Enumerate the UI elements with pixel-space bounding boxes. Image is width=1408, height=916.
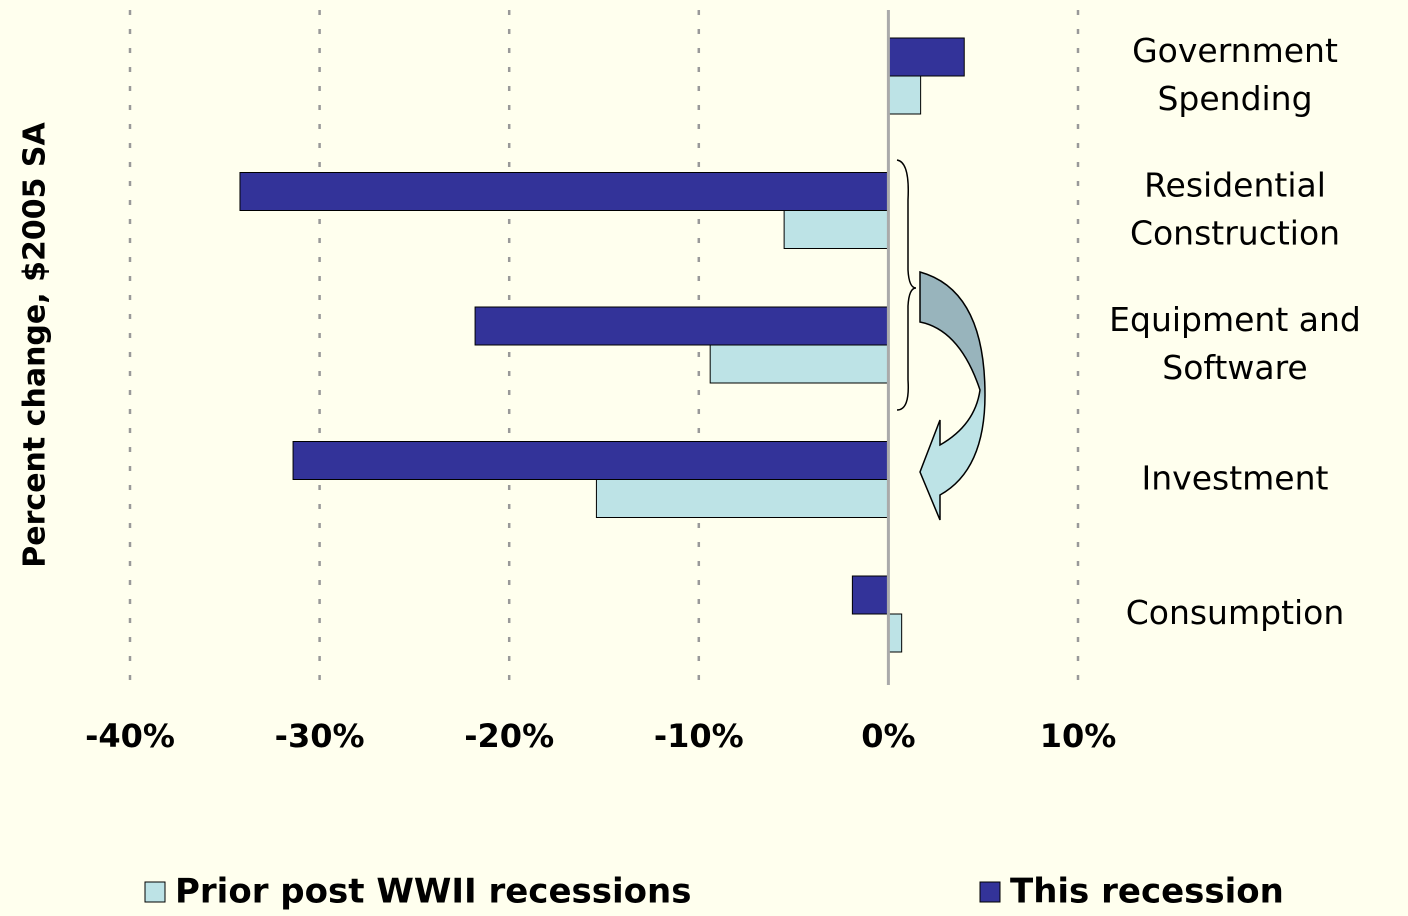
bar [595,479,889,518]
x-tick-label: -30% [275,717,365,755]
brace [896,159,917,411]
y-axis-label: Percent change, $2005 SA [18,122,53,568]
curved-arrow [919,271,986,521]
bar [887,37,965,77]
x-tick-label: -20% [464,717,554,755]
legend-label: This recession [1010,872,1284,912]
legend-swatch [144,881,166,903]
x-tick-label: 0% [861,717,915,755]
bar [239,172,889,211]
category-label: Equipment and Software [1109,300,1361,387]
legend-swatch [979,881,1001,903]
category-label: Government Spending [1132,31,1338,118]
x-tick-label: 10% [1040,717,1117,755]
category-label: Consumption [1126,593,1345,632]
legend-label: Prior post WWII recessions [175,872,691,912]
x-tick-label: -40% [85,717,175,755]
bar [887,613,903,653]
bar [474,306,889,346]
bar [292,441,889,480]
x-tick-label: -10% [654,717,744,755]
category-label: Residential Construction [1130,165,1340,252]
category-label: Investment [1142,458,1329,497]
bar [887,75,922,115]
bar [851,575,889,615]
bar [709,344,889,384]
bar [783,210,889,249]
